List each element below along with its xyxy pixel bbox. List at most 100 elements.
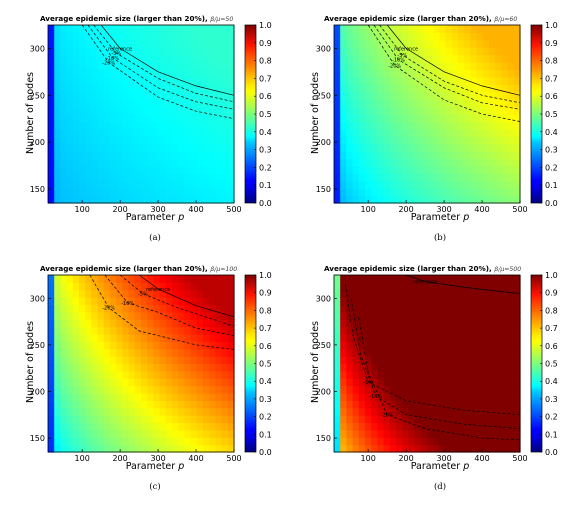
- heatmap-cell: [451, 304, 459, 313]
- heatmap-cell: [513, 356, 521, 365]
- heatmap-cell: [165, 180, 173, 189]
- heatmap-cell: [451, 348, 459, 357]
- heatmap-cell: [128, 341, 136, 350]
- heatmap-cell: [72, 69, 80, 78]
- heatmap-cell: [451, 151, 459, 160]
- heatmap-cell: [476, 39, 484, 48]
- heatmap-cell: [54, 69, 61, 78]
- heatmap-cell: [420, 385, 428, 394]
- heatmap-cell: [60, 114, 68, 123]
- heatmap-cell: [470, 25, 478, 34]
- heatmap-cell: [513, 143, 521, 152]
- heatmap-cell: [110, 348, 117, 357]
- heatmap-cell: [60, 151, 68, 160]
- heatmap-cell: [153, 91, 161, 100]
- heatmap-cell: [389, 429, 397, 438]
- heatmap-cell: [476, 429, 484, 438]
- heatmap-cell: [178, 348, 185, 357]
- heatmap-cell: [66, 32, 74, 41]
- heatmap-cell: [352, 415, 360, 424]
- heatmap-cell: [396, 444, 403, 453]
- heatmap-cell: [196, 47, 204, 56]
- heatmap-cell: [209, 304, 216, 313]
- heatmap-cell: [340, 114, 347, 123]
- heatmap-cell: [408, 128, 416, 137]
- heatmap-cell: [402, 195, 409, 204]
- heatmap-cell: [165, 444, 173, 453]
- heatmap-cell: [85, 422, 92, 431]
- heatmap-cell: [215, 289, 223, 298]
- heatmap-cell: [116, 114, 123, 123]
- heatmap-cell: [340, 282, 347, 291]
- heatmap-cell: [501, 195, 509, 204]
- heatmap-cell: [172, 195, 179, 204]
- heatmap-cell: [196, 195, 204, 204]
- heatmap-cell: [196, 275, 204, 283]
- heatmap-cell: [501, 444, 509, 453]
- heatmap-cell: [85, 114, 92, 123]
- heatmap-cell: [103, 304, 111, 313]
- heatmap-cell: [489, 282, 496, 291]
- heatmap-cell: [439, 32, 447, 41]
- heatmap-cell: [91, 275, 99, 283]
- heatmap-cell: [97, 195, 105, 204]
- heatmap-cell: [495, 99, 502, 108]
- heatmap-cell: [54, 106, 61, 115]
- heatmap-cell: [203, 165, 210, 174]
- contour-reference: [100, 24, 235, 96]
- heatmap-cell: [128, 437, 136, 446]
- contour-minus-20pct: [367, 24, 521, 122]
- heatmap-cell: [153, 54, 161, 63]
- heatmap-cell: [153, 437, 161, 446]
- heatmap-cell: [66, 25, 74, 34]
- heatmap-cell: [72, 378, 80, 387]
- heatmap-cell: [227, 378, 235, 387]
- heatmap-cell: [72, 311, 80, 320]
- heatmap-cell: [203, 393, 210, 401]
- heatmap-cell: [48, 84, 55, 93]
- heatmap-cell: [85, 54, 92, 63]
- heatmap-cell: [172, 400, 179, 409]
- heatmap-cell: [414, 400, 422, 409]
- heatmap-cell: [513, 84, 521, 93]
- heatmap-cell: [79, 76, 86, 85]
- heatmap-cell: [134, 128, 142, 137]
- heatmap-cell: [184, 143, 192, 152]
- heatmap-cell: [445, 39, 453, 48]
- heatmap-cell: [48, 370, 55, 379]
- heatmap-cell: [433, 275, 440, 283]
- heatmap-cell: [420, 334, 428, 342]
- heatmap-cell: [476, 25, 484, 34]
- heatmap-cell: [458, 311, 465, 320]
- heatmap-cell: [340, 158, 347, 167]
- heatmap-cell: [209, 297, 216, 306]
- heatmap-cell: [178, 128, 185, 137]
- heatmap-cell: [334, 173, 341, 182]
- heatmap-cell: [439, 158, 447, 167]
- heatmap-cell: [470, 165, 478, 174]
- heatmap-cell: [352, 84, 360, 93]
- heatmap-cell: [358, 136, 366, 145]
- heatmap-cell: [116, 165, 123, 174]
- heatmap-cell: [414, 385, 422, 394]
- heatmap-cell: [383, 422, 391, 431]
- heatmap-cell: [165, 47, 173, 56]
- heatmap-cell: [227, 393, 235, 401]
- heatmap-cell: [371, 415, 378, 424]
- heatmap-cell: [91, 151, 99, 160]
- heatmap-cell: [371, 39, 378, 48]
- heatmap-cell: [507, 348, 515, 357]
- heatmap-cell: [103, 106, 111, 115]
- heatmap-cell: [85, 407, 92, 416]
- heatmap-cell: [340, 25, 347, 34]
- heatmap-cell: [464, 54, 471, 63]
- heatmap-cell: [451, 370, 459, 379]
- heatmap-cell: [476, 348, 484, 357]
- heatmap-cell: [165, 297, 173, 306]
- heatmap-cell: [110, 128, 117, 137]
- heatmap-cell: [513, 334, 521, 342]
- heatmap-cell: [489, 47, 496, 56]
- heatmap-cell: [420, 289, 428, 298]
- heatmap-cell: [346, 319, 354, 328]
- heatmap-cell: [346, 326, 354, 335]
